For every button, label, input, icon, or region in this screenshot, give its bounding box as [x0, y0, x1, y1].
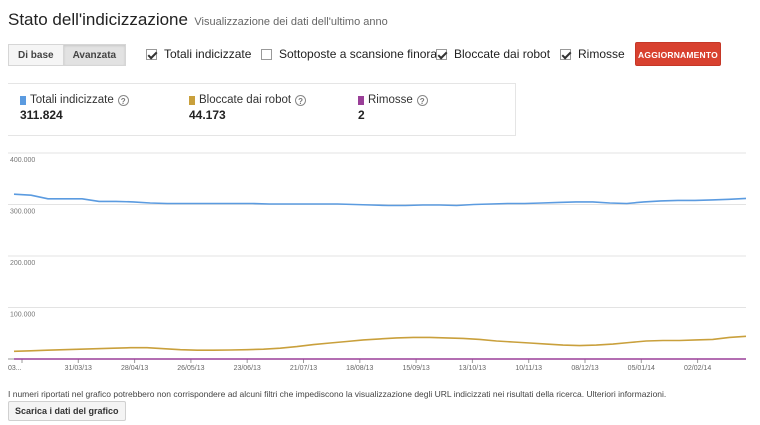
stat-label: Rimosse — [368, 94, 413, 106]
stat-total-indexed: Totali indicizzate ? 311.824 — [20, 94, 129, 122]
stat-blocked-robots: Bloccate dai robot ? 44.173 — [189, 94, 307, 122]
help-icon[interactable]: ? — [416, 94, 428, 106]
checkbox-icon[interactable] — [261, 48, 272, 60]
basic-view-button[interactable]: Di base — [8, 44, 64, 66]
x-tick-label: 02/02/14 — [684, 365, 711, 372]
stat-label: Bloccate dai robot — [199, 94, 292, 106]
advanced-view-button[interactable]: Avanzata — [63, 44, 127, 66]
filter-label: Bloccate dai robot — [454, 47, 551, 61]
x-tick-label: 28/04/13 — [121, 365, 148, 372]
x-tick-label: 26/05/13 — [177, 365, 204, 372]
stats-panel: Totali indicizzate ? 311.824 Bloccate da… — [8, 83, 516, 136]
filter-removed[interactable]: Rimosse — [560, 47, 625, 61]
page-title: Stato dell'indicizzazione — [8, 10, 188, 29]
series-line-totali-indicizzate — [13, 193, 747, 207]
filter-label: Rimosse — [578, 47, 625, 61]
checkbox-icon[interactable] — [146, 48, 157, 60]
stat-value: 44.173 — [189, 108, 226, 122]
x-tick-label: 10/11/13 — [515, 365, 542, 372]
x-tick-label: 31/03/13 — [65, 365, 92, 372]
x-tick-label: 05/01/14 — [628, 365, 655, 372]
legend-swatch — [189, 95, 195, 105]
chart-footnote: I numeri riportati nel grafico potrebber… — [8, 389, 667, 399]
x-tick-label: 13/10/13 — [459, 365, 486, 372]
page-subtitle: Visualizzazione dei dati dell'ultimo ann… — [194, 16, 388, 28]
filter-label: Sottoposte a scansione finora — [279, 47, 438, 61]
index-status-chart: 400.000 300.000 200.000 100.000 03... 31/03/1… — [8, 152, 747, 372]
legend-swatch — [358, 95, 364, 105]
y-tick-label: 400.000 — [10, 157, 35, 164]
stat-value: 311.824 — [20, 108, 63, 122]
legend-swatch — [20, 95, 26, 105]
filter-blocked-robots[interactable]: Bloccate dai robot — [436, 47, 550, 61]
x-tick-label: 08/12/13 — [571, 365, 598, 372]
view-toggle: Di base Avanzata — [8, 44, 127, 66]
checkbox-icon[interactable] — [436, 48, 447, 60]
x-tick-label: 18/08/13 — [346, 365, 373, 372]
page-header: Stato dell'indicizzazione Visualizzazion… — [8, 10, 388, 30]
filter-total-indexed[interactable]: Totali indicizzate — [146, 47, 251, 61]
stat-label: Totali indicizzate — [30, 94, 114, 106]
y-tick-label: 300.000 — [10, 209, 35, 216]
stat-value: 2 — [358, 108, 365, 122]
help-icon[interactable]: ? — [295, 94, 307, 106]
filter-label: Totali indicizzate — [164, 47, 252, 61]
update-button[interactable]: AGGIORNAMENTO — [635, 42, 721, 66]
download-chart-data-button[interactable]: Scarica i dati del grafico — [8, 401, 126, 421]
x-tick-label: 15/09/13 — [402, 365, 429, 372]
stat-removed: Rimosse ? 2 — [358, 94, 428, 122]
checkbox-icon[interactable] — [560, 48, 571, 60]
help-icon[interactable]: ? — [117, 94, 129, 106]
filter-crawled[interactable]: Sottoposte a scansione finora — [261, 47, 437, 61]
y-tick-label: 200.000 — [10, 260, 35, 267]
series-line-bloccate-dai-robot — [13, 335, 747, 353]
y-tick-label: 100.000 — [10, 312, 35, 319]
x-tick-label: 03... — [8, 365, 22, 372]
x-tick-label: 23/06/13 — [234, 365, 261, 372]
x-tick-label: 21/07/13 — [290, 365, 317, 372]
